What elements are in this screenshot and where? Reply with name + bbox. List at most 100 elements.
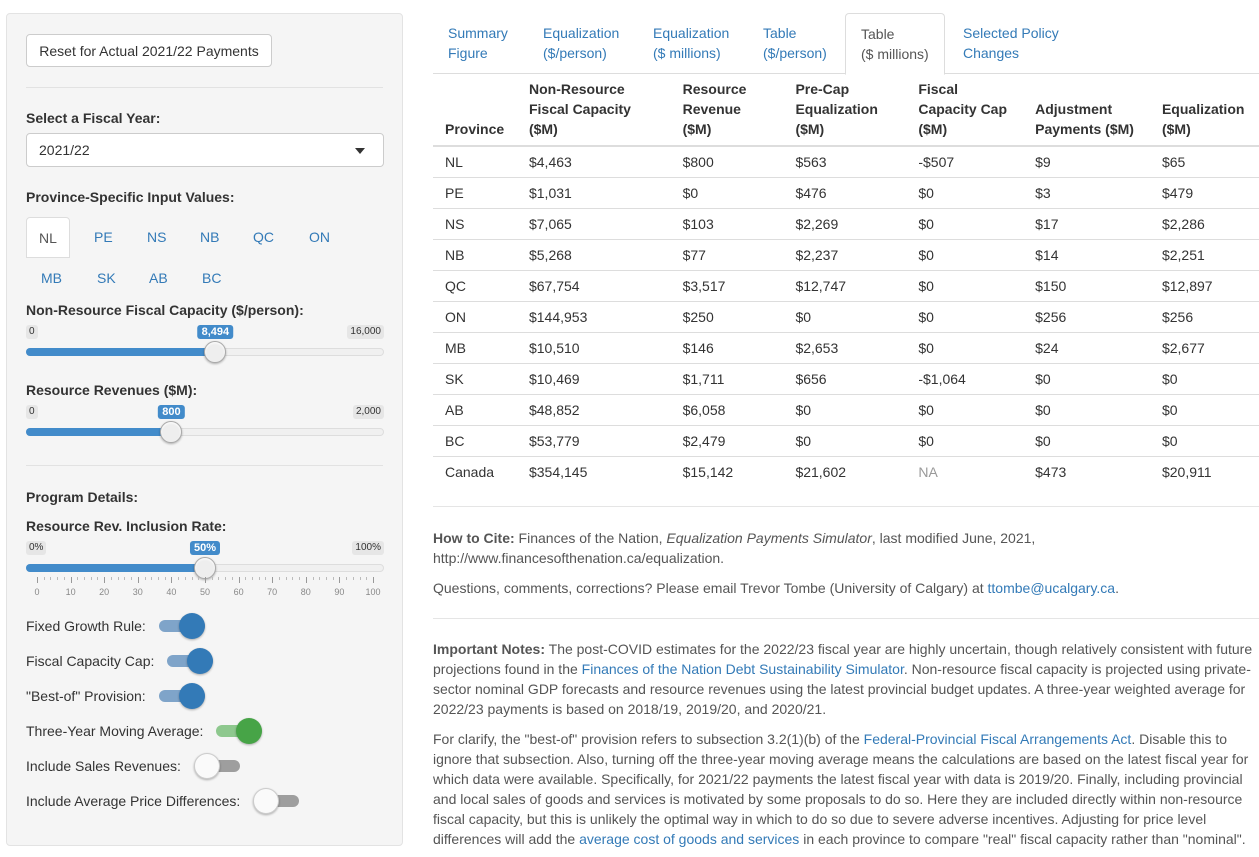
- switch-row: Include Average Price Differences:: [26, 788, 300, 814]
- header-line: Resource: [682, 81, 747, 97]
- slider-min: 0: [26, 325, 38, 339]
- table-cell: $0: [906, 208, 1024, 240]
- table-cell: $2,286: [1149, 208, 1259, 240]
- tab-line1: Table: [861, 26, 895, 42]
- slider-min: 0%: [26, 541, 47, 555]
- table-row: Canada $354,145 $15,142 $21,602 NA $473 $20,91…: [433, 456, 1259, 488]
- toggle-switch[interactable]: [158, 683, 205, 709]
- header-line: Capacity Cap: [918, 101, 1008, 117]
- table-cell: $0: [906, 425, 1024, 457]
- minor-tick: [131, 577, 133, 580]
- header-line: ($M): [528, 121, 558, 137]
- debt-simulator-link[interactable]: Finances of the Nation Debt Sustainabili…: [581, 661, 904, 677]
- toggle-switch[interactable]: [193, 753, 240, 779]
- toggle-knob[interactable]: [178, 683, 205, 709]
- province-tab-ab[interactable]: AB: [149, 270, 168, 286]
- fiscal-year-select[interactable]: 2021/22: [26, 133, 384, 167]
- minor-tick: [164, 577, 166, 580]
- province-tab-nb[interactable]: NB: [200, 229, 220, 245]
- province-tab-mb[interactable]: MB: [41, 270, 62, 286]
- slider-handle[interactable]: [194, 557, 216, 579]
- toggle-switch[interactable]: [216, 718, 263, 744]
- tick-mark: [238, 577, 240, 583]
- column-header[interactable]: Pre-Cap Equalization ($M): [783, 76, 907, 147]
- table-cell: $146: [670, 332, 784, 364]
- slider-value: 800: [158, 405, 185, 419]
- table-cell: $2,237: [783, 239, 907, 271]
- column-header[interactable]: Resource Revenue ($M): [670, 76, 784, 147]
- notes-paragraph-2: For clarify, the "best-of" provision ref…: [433, 729, 1255, 849]
- tab-4[interactable]: Table ($ millions): [845, 13, 945, 75]
- column-header[interactable]: Equalization ($M): [1149, 76, 1259, 147]
- province-tab-bc[interactable]: BC: [202, 270, 222, 286]
- table-cell: $6,058: [670, 394, 784, 426]
- minor-tick: [258, 577, 260, 580]
- table-cell: $14: [1023, 239, 1150, 271]
- toggle-switch[interactable]: [167, 648, 214, 674]
- toggle-knob[interactable]: [236, 718, 263, 744]
- nonres-capacity-slider[interactable]: 0 16,000 8,494: [26, 325, 384, 365]
- tick-label: 100: [365, 587, 381, 597]
- province-tab-pe[interactable]: PE: [94, 229, 113, 245]
- tab-5[interactable]: Selected Policy Changes: [948, 13, 1074, 74]
- tick-label: 30: [132, 587, 143, 597]
- header-line: Fiscal Capacity: [528, 101, 631, 117]
- toggle-switch[interactable]: [253, 788, 300, 814]
- email-link[interactable]: ttombe@ucalgary.ca: [987, 580, 1116, 596]
- tab-line1: Equalization: [543, 25, 620, 41]
- column-header[interactable]: Adjustment Payments ($M): [1023, 76, 1150, 147]
- tab-1[interactable]: Equalization ($/person): [528, 13, 634, 74]
- inclusion-rate-slider[interactable]: 0% 100% 50%: [26, 541, 384, 581]
- toggle-knob[interactable]: [193, 753, 220, 779]
- tab-0[interactable]: Summary Figure: [433, 13, 523, 74]
- table-cell: Canada: [433, 456, 517, 488]
- province-tab-ns[interactable]: NS: [147, 229, 167, 245]
- table-cell: $0: [1149, 363, 1259, 395]
- province-tab-nl[interactable]: NL: [26, 217, 70, 258]
- slider-handle[interactable]: [160, 421, 183, 443]
- minor-tick: [198, 577, 200, 580]
- table-cell: $0: [1149, 425, 1259, 457]
- table-cell: $1,031: [516, 177, 671, 209]
- toggle-switch[interactable]: [158, 613, 205, 639]
- tick-label: 70: [267, 587, 278, 597]
- table-cell: $0: [906, 394, 1024, 426]
- header-line: Fiscal: [918, 81, 959, 97]
- province-tab-on[interactable]: ON: [309, 229, 330, 245]
- table-cell: $0: [783, 425, 907, 457]
- tab-3[interactable]: Table ($/person): [748, 13, 842, 74]
- tick-label: 80: [300, 587, 311, 597]
- fiscal-arrangements-act-link[interactable]: Federal-Provincial Fiscal Arrangements A…: [863, 731, 1132, 747]
- tab-line1: Table: [763, 25, 797, 41]
- column-header[interactable]: Non-Resource Fiscal Capacity ($M): [516, 76, 671, 147]
- table-cell: $0: [783, 301, 907, 333]
- tab-2[interactable]: Equalization ($ millions): [638, 13, 744, 74]
- minor-tick: [144, 577, 146, 580]
- notes-label: Important Notes:: [433, 641, 545, 657]
- tab-line1: Summary: [448, 25, 508, 41]
- table-cell: $21,602: [783, 456, 907, 488]
- resource-revenues-slider[interactable]: 0 2,000 800: [26, 405, 384, 445]
- table-cell: $77: [670, 239, 784, 271]
- toggle-knob[interactable]: [178, 613, 205, 639]
- column-header[interactable]: Fiscal Capacity Cap ($M): [906, 76, 1024, 147]
- table-cell: $2,479: [670, 425, 784, 457]
- province-tab-sk[interactable]: SK: [97, 270, 116, 286]
- province-tab-qc[interactable]: QC: [253, 229, 274, 245]
- column-header[interactable]: Province: [433, 76, 517, 147]
- minor-tick: [124, 577, 126, 580]
- table-cell: $7,065: [516, 208, 671, 240]
- toggle-knob[interactable]: [253, 788, 280, 814]
- caret-down-icon: [355, 148, 365, 154]
- sidebar-panel: Reset for Actual 2021/22 Payments Select…: [6, 13, 403, 846]
- table-cell: $476: [783, 177, 907, 209]
- average-cost-link[interactable]: average cost of goods and services: [579, 831, 800, 847]
- header-line: ($M): [918, 121, 948, 137]
- toggle-knob[interactable]: [187, 648, 214, 674]
- header-line: Non-Resource: [528, 81, 625, 97]
- header-line: Province: [445, 121, 505, 137]
- reset-button[interactable]: Reset for Actual 2021/22 Payments: [26, 34, 272, 67]
- table-cell: $0: [906, 332, 1024, 364]
- minor-tick: [319, 577, 321, 580]
- slider-handle[interactable]: [204, 341, 227, 363]
